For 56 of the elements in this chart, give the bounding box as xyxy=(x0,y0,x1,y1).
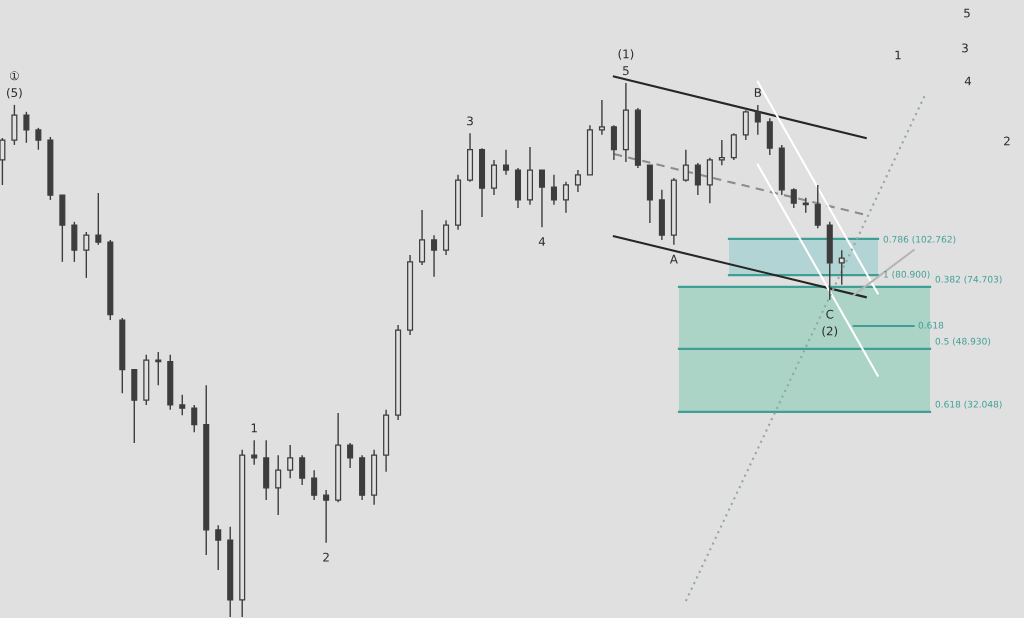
text: 5 xyxy=(623,66,629,76)
candlestick xyxy=(215,524,222,571)
annotation: 0.786 (102.762) xyxy=(883,235,956,244)
text: 4 xyxy=(964,76,972,86)
text: (1) xyxy=(618,49,634,60)
candlestick xyxy=(754,104,761,136)
candlestick xyxy=(694,162,701,196)
text: 3 xyxy=(962,43,968,53)
text: ① (5) xyxy=(7,71,22,99)
text: 5 xyxy=(964,8,970,18)
candlestick xyxy=(323,489,330,544)
annotation: 4 xyxy=(538,237,546,246)
candlestick xyxy=(35,127,42,151)
annotation: 0.5 (48.930) xyxy=(935,337,991,346)
text: 1 xyxy=(895,50,901,60)
candlestick xyxy=(299,454,306,486)
candlestick xyxy=(490,159,498,196)
candlestick xyxy=(311,469,318,501)
candlestick xyxy=(347,442,354,469)
candlestick xyxy=(431,234,438,278)
candlestick xyxy=(730,132,737,161)
candlestick xyxy=(23,111,30,144)
text: B xyxy=(754,88,762,97)
candlestick xyxy=(179,394,186,416)
candlestick xyxy=(251,439,258,466)
annotation: 3 xyxy=(467,116,473,126)
candlestick xyxy=(790,187,797,209)
annotation: 0.382 (74.703) xyxy=(935,275,1002,284)
candlestick xyxy=(419,209,426,266)
candlestick xyxy=(574,169,581,193)
candlestick xyxy=(598,99,605,136)
candlestick xyxy=(562,181,569,214)
candlestick xyxy=(538,169,545,228)
candlestick xyxy=(682,149,689,183)
candlestick xyxy=(814,184,821,229)
candlestick xyxy=(742,109,749,141)
candlestick xyxy=(287,444,294,479)
candlestick xyxy=(838,249,845,286)
candlestick xyxy=(718,139,725,166)
candlestick xyxy=(83,231,90,279)
text: 2 xyxy=(1004,136,1010,146)
candlestick xyxy=(95,192,102,246)
candlestick xyxy=(155,351,162,386)
annotation: 1 (80.900) xyxy=(883,270,930,279)
candlestick xyxy=(191,404,198,433)
candlestick xyxy=(275,454,282,516)
annotation: 2 xyxy=(323,552,329,562)
annotation: 0.618 (32.048) xyxy=(935,400,1002,409)
candlestick xyxy=(0,137,6,186)
annotation: 0.618 xyxy=(918,321,944,329)
candlestick xyxy=(550,174,557,206)
text: A xyxy=(669,254,678,264)
candlestick xyxy=(610,124,617,161)
candlestick xyxy=(502,149,510,176)
text: C (2) xyxy=(822,309,838,337)
annotation: 1 xyxy=(251,423,257,433)
